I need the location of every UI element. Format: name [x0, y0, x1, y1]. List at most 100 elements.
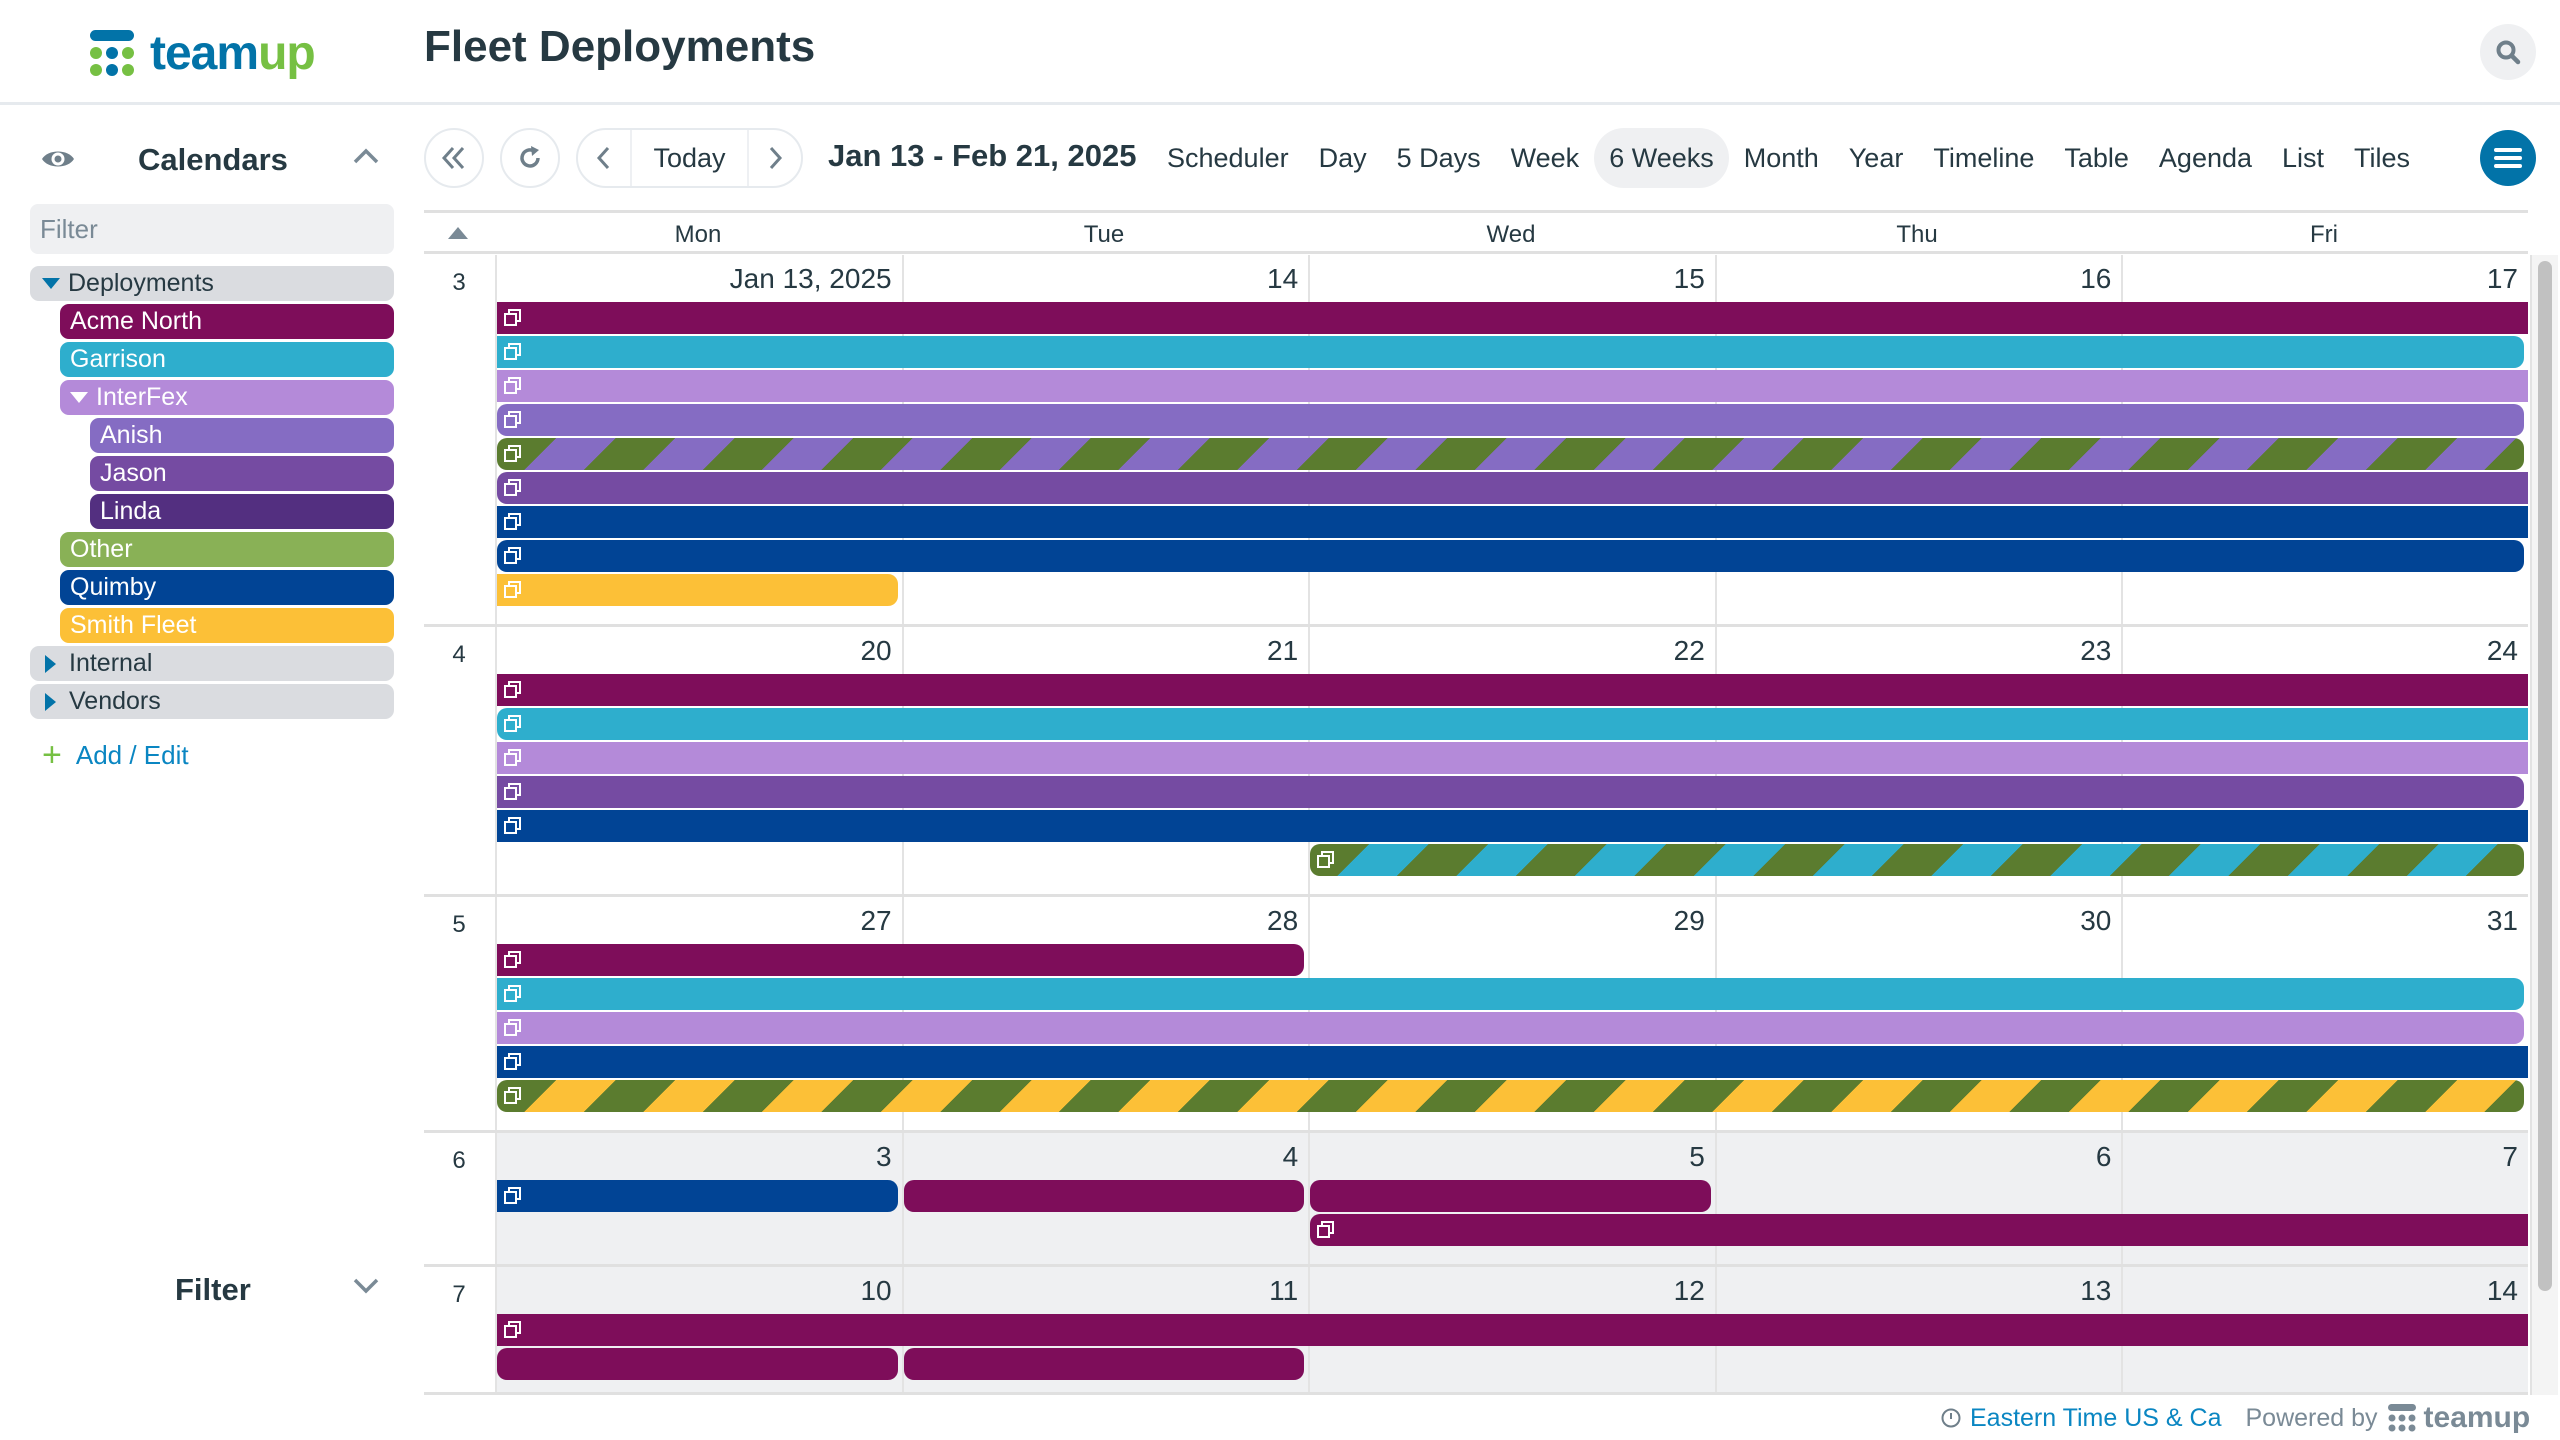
event-bar[interactable]	[497, 1180, 898, 1212]
teamup-logo[interactable]: teamup	[90, 26, 316, 81]
caret-right-icon[interactable]	[45, 692, 56, 711]
event-bar[interactable]	[1310, 844, 2524, 876]
eye-icon[interactable]	[40, 146, 76, 172]
day-number[interactable]: Jan 13, 2025	[729, 263, 892, 294]
event-bar[interactable]	[497, 944, 1305, 976]
event-bar[interactable]	[497, 978, 2524, 1010]
event-bar[interactable]	[497, 574, 898, 606]
view-tab-list[interactable]: List	[2282, 143, 2325, 173]
scrollbar-thumb[interactable]	[2538, 261, 2552, 1291]
view-tab-6-weeks[interactable]: 6 Weeks	[1594, 128, 1729, 188]
view-tab-agenda[interactable]: Agenda	[2158, 143, 2253, 173]
day-number[interactable]: 4	[1282, 1141, 1299, 1172]
week-number[interactable]: 6	[452, 1147, 466, 1174]
tree-calendar-garrison[interactable]: Garrison	[60, 342, 394, 377]
week-number[interactable]: 4	[452, 641, 466, 668]
event-bar[interactable]	[497, 810, 2528, 842]
chevron-up-icon[interactable]	[352, 146, 380, 166]
event-bar[interactable]	[903, 1348, 1305, 1380]
go-back-far-button[interactable]	[424, 128, 484, 188]
next-button[interactable]	[749, 130, 801, 186]
view-tab-5-days[interactable]: 5 Days	[1396, 143, 1481, 173]
day-number[interactable]: 16	[2080, 263, 2112, 294]
tree-group-vendors[interactable]: Vendors	[30, 684, 394, 719]
day-number[interactable]: 23	[2080, 635, 2112, 666]
tree-calendar-jason[interactable]: Jason	[90, 456, 394, 491]
event-bar[interactable]	[497, 1348, 898, 1380]
day-number[interactable]: 24	[2486, 635, 2518, 666]
day-number[interactable]: 11	[1269, 1275, 1299, 1306]
day-cell[interactable]: Jan 13, 2025	[495, 255, 902, 624]
day-number[interactable]: 28	[1267, 905, 1299, 936]
event-bar[interactable]	[903, 1180, 1305, 1212]
day-number[interactable]: 5	[1689, 1141, 1705, 1172]
event-bar[interactable]	[497, 776, 2524, 808]
today-button[interactable]: Today	[630, 130, 749, 186]
day-number[interactable]: 22	[1673, 635, 1705, 666]
day-number[interactable]: 15	[1673, 263, 1705, 294]
tree-group-deployments[interactable]: Deployments	[30, 266, 394, 301]
event-bar[interactable]	[497, 404, 2524, 436]
day-number[interactable]: 27	[860, 905, 892, 936]
event-bar[interactable]	[1310, 1214, 2528, 1246]
event-bar[interactable]	[497, 1080, 2524, 1112]
tree-subgroup-interfex[interactable]: InterFex	[60, 380, 394, 415]
day-number[interactable]: 6	[2095, 1141, 2112, 1172]
timezone-link[interactable]: Eastern Time US & Ca	[1940, 1404, 2221, 1433]
day-number[interactable]: 12	[1673, 1275, 1705, 1306]
week-number[interactable]: 3	[452, 269, 466, 296]
tree-calendar-other[interactable]: Other	[60, 532, 394, 567]
filter-section-header[interactable]: Filter	[0, 1260, 420, 1320]
event-bar[interactable]	[497, 370, 2528, 402]
view-tab-day[interactable]: Day	[1318, 143, 1367, 173]
calendar-filter-input[interactable]	[30, 204, 394, 254]
day-number[interactable]: 14	[1267, 263, 1299, 294]
day-number[interactable]: 29	[1673, 905, 1705, 936]
day-number[interactable]: 30	[2080, 905, 2112, 936]
view-tab-year[interactable]: Year	[1848, 143, 1904, 173]
tree-group-internal[interactable]: Internal	[30, 646, 394, 681]
event-bar[interactable]	[497, 674, 2528, 706]
view-tab-scheduler[interactable]: Scheduler	[1167, 143, 1289, 173]
event-bar[interactable]	[497, 1012, 2524, 1044]
event-bar[interactable]	[497, 540, 2524, 572]
caret-down-icon[interactable]	[42, 278, 60, 289]
day-number[interactable]: 14	[2486, 1275, 2518, 1306]
day-number[interactable]: 7	[2502, 1141, 2518, 1172]
day-number[interactable]: 10	[860, 1275, 892, 1306]
event-bar[interactable]	[497, 708, 2528, 740]
tree-calendar-acme-north[interactable]: Acme North	[60, 304, 394, 339]
week-number[interactable]: 7	[452, 1281, 466, 1308]
footer-teamup-logo[interactable]: teamup	[2387, 1401, 2530, 1435]
day-cell[interactable]: 20	[495, 627, 902, 894]
calendar-scrollbar[interactable]	[2530, 255, 2558, 1395]
caret-down-icon[interactable]	[70, 392, 88, 403]
event-bar[interactable]	[497, 1314, 2528, 1346]
caret-right-icon[interactable]	[45, 654, 56, 673]
event-bar[interactable]	[497, 742, 2528, 774]
chevron-down-icon[interactable]	[352, 1276, 380, 1296]
search-button[interactable]	[2480, 24, 2536, 80]
day-cell[interactable]: 27	[495, 897, 902, 1130]
date-range-label[interactable]: Jan 13 - Feb 21, 2025	[828, 138, 1137, 173]
day-number[interactable]: 3	[876, 1141, 892, 1172]
tree-calendar-linda[interactable]: Linda	[90, 494, 394, 529]
day-number[interactable]: 21	[1267, 635, 1299, 666]
tree-calendar-smith-fleet[interactable]: Smith Fleet	[60, 608, 394, 643]
refresh-button[interactable]	[500, 128, 560, 188]
main-menu-button[interactable]	[2480, 130, 2536, 186]
event-bar[interactable]	[497, 336, 2524, 368]
tree-calendar-quimby[interactable]: Quimby	[60, 570, 394, 605]
day-number[interactable]: 31	[2486, 905, 2518, 936]
view-tab-week[interactable]: Week	[1510, 143, 1580, 173]
event-bar[interactable]	[497, 472, 2528, 504]
view-tab-timeline[interactable]: Timeline	[1933, 143, 2035, 173]
event-bar[interactable]	[497, 1046, 2528, 1078]
view-tab-tiles[interactable]: Tiles	[2354, 143, 2411, 173]
previous-button[interactable]	[578, 130, 630, 186]
event-bar[interactable]	[497, 302, 2528, 334]
view-tab-month[interactable]: Month	[1743, 143, 1819, 173]
event-bar[interactable]	[1310, 1180, 1711, 1212]
tree-calendar-anish[interactable]: Anish	[90, 418, 394, 453]
day-number[interactable]: 20	[860, 635, 892, 666]
